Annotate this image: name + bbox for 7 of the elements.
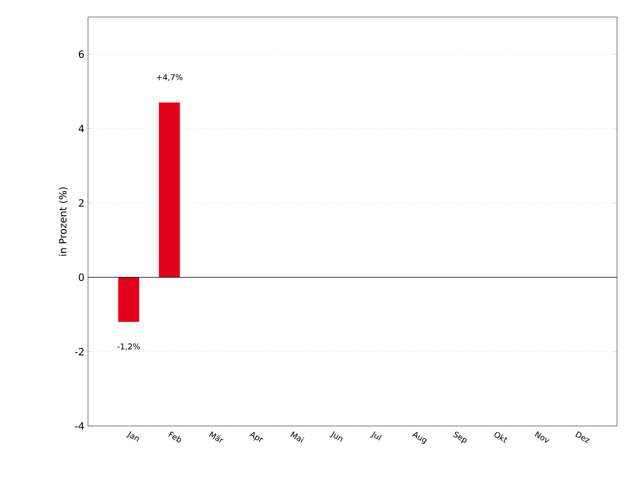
y-tick-label: 0 [78, 273, 84, 282]
y-tick-label: 2 [78, 199, 84, 207]
y-tick-label: 4 [78, 124, 84, 132]
y-tick-label: -4 [75, 422, 84, 430]
y-tick-label: -2 [75, 348, 84, 356]
y-tick-label: 6 [78, 50, 84, 58]
y-axis-title: in Prozent (%) [58, 187, 68, 256]
